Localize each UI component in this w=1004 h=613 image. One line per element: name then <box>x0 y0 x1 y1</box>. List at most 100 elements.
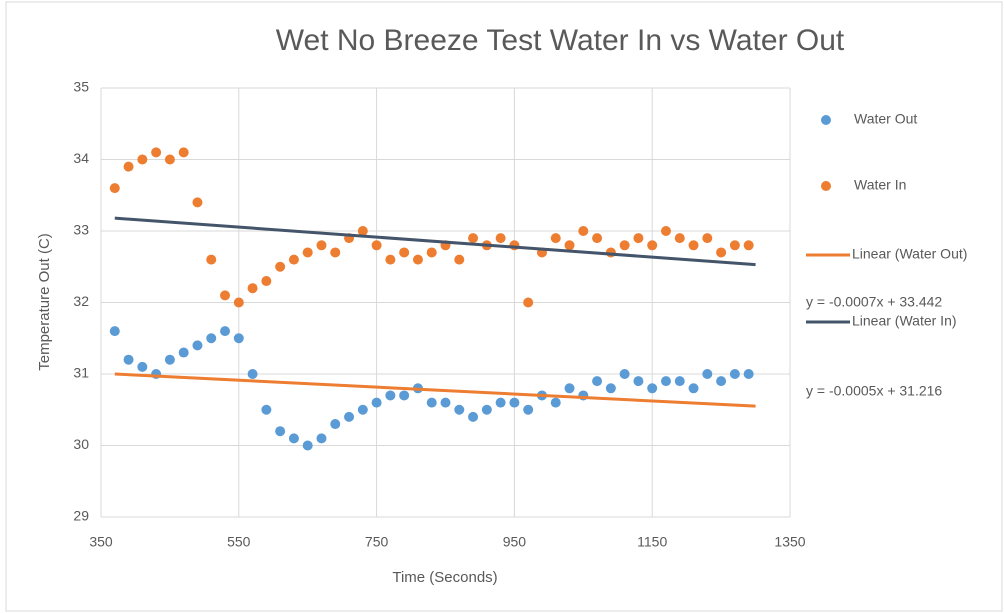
x-tick-label: 1350 <box>774 534 805 550</box>
trendline <box>114 372 756 408</box>
x-axis-title: Time (Seconds) <box>392 569 497 586</box>
point <box>233 333 244 344</box>
point <box>261 276 272 287</box>
point <box>123 354 134 365</box>
point <box>743 369 754 379</box>
point <box>371 240 382 251</box>
point <box>495 233 506 244</box>
point <box>220 326 231 337</box>
point <box>192 197 203 208</box>
legend-label: Linear (Water Out) <box>852 246 967 262</box>
point <box>426 247 437 258</box>
point <box>523 297 534 308</box>
point <box>123 161 134 172</box>
point <box>729 240 740 251</box>
point <box>178 147 189 158</box>
point <box>647 240 658 251</box>
y-tick-label: 34 <box>73 150 89 166</box>
point <box>660 226 671 236</box>
point <box>178 347 189 358</box>
point <box>468 233 479 244</box>
point <box>523 404 534 415</box>
point <box>385 254 396 265</box>
y-tick-label: 31 <box>73 365 89 381</box>
point <box>357 226 368 236</box>
point <box>716 247 727 258</box>
point <box>109 183 120 194</box>
point <box>371 397 382 408</box>
point <box>206 254 217 265</box>
x-tick-label: 950 <box>503 534 527 550</box>
y-tick-label: 35 <box>73 79 89 95</box>
trendline-equation: y = -0.0005x + 31.216 <box>806 383 942 399</box>
point <box>592 233 603 244</box>
point <box>674 376 685 387</box>
point <box>137 361 148 372</box>
point <box>247 283 258 294</box>
point <box>702 369 713 379</box>
point <box>164 154 175 165</box>
point <box>137 154 148 165</box>
point <box>316 433 327 444</box>
point <box>481 404 492 415</box>
point <box>192 340 203 351</box>
point <box>288 433 299 444</box>
point <box>316 240 327 251</box>
point <box>399 247 410 258</box>
chart-title: Wet No Breeze Test Water In vs Water Out <box>276 24 845 57</box>
point <box>275 261 286 272</box>
chart-border <box>5 1 1003 612</box>
point <box>564 383 575 394</box>
point <box>357 404 368 415</box>
point <box>688 240 699 251</box>
trendline <box>114 216 756 267</box>
point <box>729 369 740 379</box>
point <box>619 369 630 379</box>
point <box>495 397 506 408</box>
point <box>109 326 120 337</box>
x-tick-label: 350 <box>89 534 113 550</box>
y-axis-title: Temperature Out (C) <box>36 233 53 371</box>
point <box>233 297 244 308</box>
point <box>399 390 410 401</box>
point <box>564 240 575 251</box>
y-tick-label: 33 <box>73 222 89 238</box>
point <box>660 376 671 387</box>
point <box>454 404 465 415</box>
point <box>702 233 713 244</box>
point <box>330 419 341 430</box>
point <box>605 383 616 394</box>
point <box>619 240 630 251</box>
point <box>261 404 272 415</box>
point <box>550 233 561 244</box>
point <box>592 376 603 387</box>
x-tick-label: 550 <box>227 534 251 550</box>
point <box>344 411 355 422</box>
point <box>468 411 479 422</box>
point <box>647 383 658 394</box>
point <box>688 383 699 394</box>
point <box>633 376 644 387</box>
y-tick-label: 32 <box>73 293 89 309</box>
x-tick-label: 1150 <box>637 534 667 550</box>
legend-label: Water Out <box>854 111 917 127</box>
point <box>578 226 589 236</box>
point <box>220 290 231 301</box>
y-tick-label: 30 <box>73 436 89 452</box>
x-tick-label: 750 <box>365 534 389 550</box>
point <box>426 397 437 408</box>
point <box>633 233 644 244</box>
point <box>302 440 313 451</box>
legend-marker <box>821 115 831 125</box>
point <box>164 354 175 365</box>
point <box>275 426 286 437</box>
point <box>440 397 451 408</box>
point <box>674 233 685 244</box>
point <box>151 147 162 158</box>
point <box>302 247 313 258</box>
point <box>716 376 727 387</box>
point <box>385 390 396 401</box>
point <box>743 240 754 251</box>
point <box>412 254 423 265</box>
